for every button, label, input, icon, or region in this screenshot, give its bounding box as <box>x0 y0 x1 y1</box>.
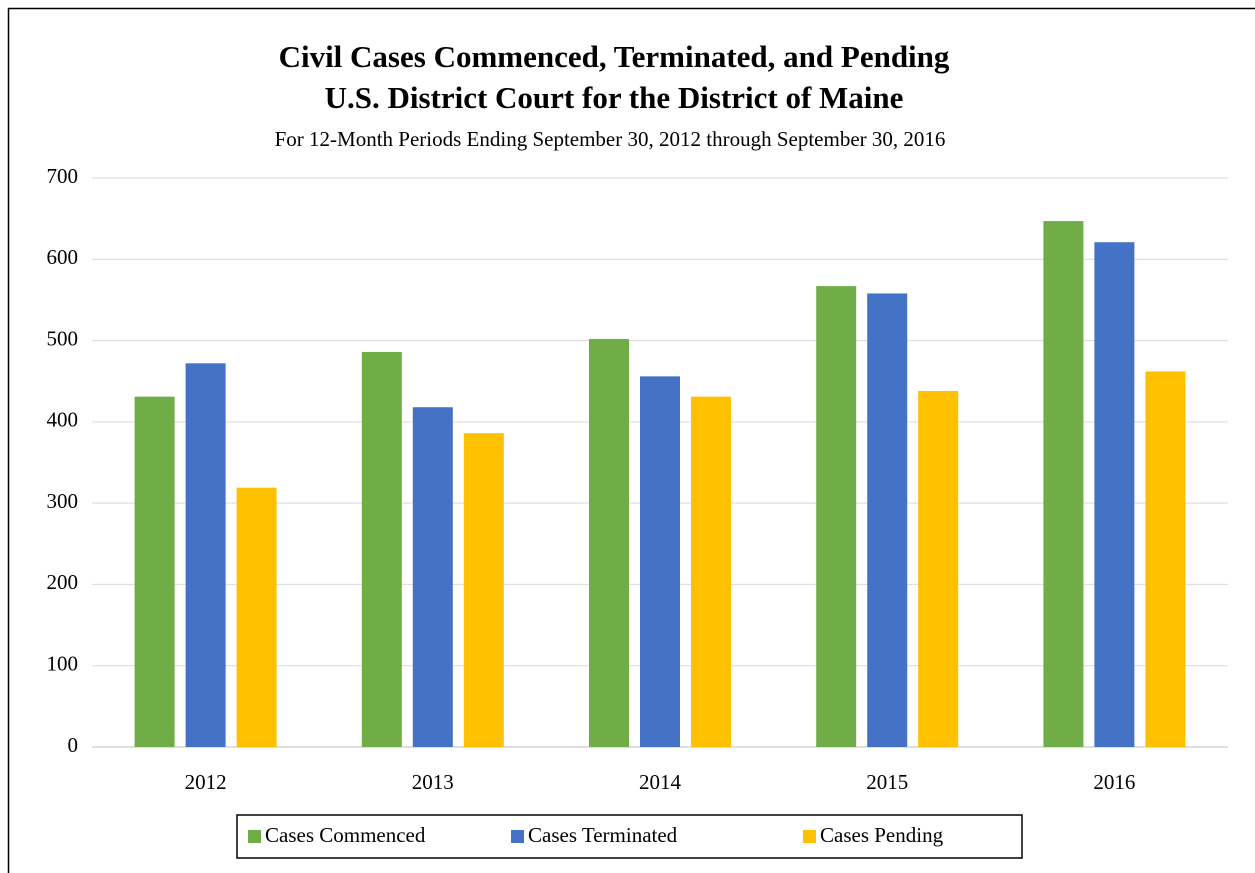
x-tick-label: 2016 <box>1093 770 1135 794</box>
legend-swatch <box>511 830 524 843</box>
bar <box>1145 371 1186 747</box>
y-tick-label: 200 <box>47 570 79 594</box>
bar <box>361 351 402 747</box>
y-tick-label: 600 <box>47 245 79 269</box>
x-tick-label: 2012 <box>185 770 227 794</box>
y-tick-label: 100 <box>47 652 79 676</box>
y-tick-label: 400 <box>47 408 79 432</box>
y-tick-label: 300 <box>47 489 79 513</box>
x-tick-label: 2013 <box>412 770 454 794</box>
legend-label: Cases Commenced <box>265 823 426 847</box>
bar <box>918 390 959 747</box>
legend-box <box>236 814 1023 859</box>
legend-swatch <box>248 830 261 843</box>
chart-frame <box>7 7 1255 873</box>
bar <box>691 396 731 747</box>
chart-note: For 12-Month Periods Ending September 30… <box>275 127 946 151</box>
chart-subtitle: U.S. District Court for the District of … <box>325 80 904 115</box>
chart-title: Civil Cases Commenced, Terminated, and P… <box>279 39 950 74</box>
legend-swatch <box>803 830 816 843</box>
legend-label: Cases Terminated <box>528 823 678 847</box>
bar <box>134 396 175 747</box>
y-tick-label: 700 <box>47 164 79 188</box>
bar <box>640 376 680 747</box>
legend-label: Cases Pending <box>820 823 944 847</box>
bar <box>867 293 908 747</box>
bar <box>1043 221 1084 747</box>
bar <box>816 286 857 747</box>
y-tick-label: 500 <box>47 326 79 350</box>
bar <box>412 407 453 747</box>
bar <box>236 487 277 747</box>
x-tick-label: 2015 <box>866 770 908 794</box>
bar <box>463 433 504 747</box>
x-tick-label: 2014 <box>639 770 682 794</box>
bar <box>589 338 629 747</box>
bar <box>185 363 226 747</box>
y-tick-label: 0 <box>68 733 79 757</box>
bar <box>1094 242 1135 748</box>
